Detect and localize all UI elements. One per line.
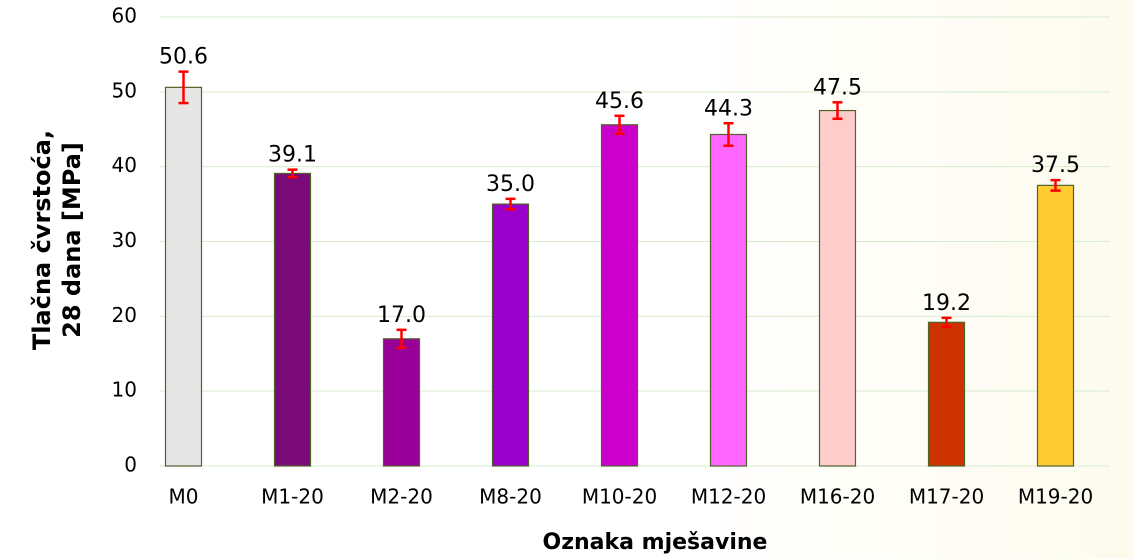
bar <box>600 124 639 467</box>
error-bar <box>178 70 189 105</box>
error-bar <box>614 114 625 135</box>
x-tick-label: M10-20 <box>582 485 657 509</box>
error-bar <box>941 316 952 329</box>
y-tick-label: 40 <box>112 153 137 177</box>
y-tick-label: 30 <box>112 228 137 252</box>
bar <box>164 86 203 467</box>
bar <box>1036 184 1075 467</box>
data-label: 39.1 <box>268 143 317 168</box>
y-tick-label: 50 <box>112 78 137 102</box>
error-bar <box>287 168 298 179</box>
x-tick-label: M17-20 <box>909 485 984 509</box>
x-axis-title: Oznaka mješavine <box>543 530 768 555</box>
error-bar <box>505 197 516 211</box>
x-tick-label: M8-20 <box>479 485 542 509</box>
y-tick-label: 60 <box>112 4 137 28</box>
bar <box>927 321 966 467</box>
y-axis-title: Tlačna čvrstoća, <box>28 130 56 350</box>
data-label: 17.0 <box>377 303 426 328</box>
x-tick-label: M19-20 <box>1018 485 1093 509</box>
error-bar <box>396 328 407 350</box>
x-tick-label: M1-20 <box>261 485 324 509</box>
y-tick-label: 0 <box>124 453 137 477</box>
data-label: 47.5 <box>813 75 862 100</box>
data-label: 45.6 <box>595 89 644 114</box>
x-tick-label: M16-20 <box>800 485 875 509</box>
data-label: 35.0 <box>486 172 535 197</box>
bar <box>818 109 857 467</box>
bar <box>382 338 421 467</box>
y-tick-label: 20 <box>112 303 137 327</box>
error-bar <box>1050 178 1061 192</box>
error-bar <box>723 122 734 147</box>
bar <box>491 203 530 467</box>
bar <box>273 172 312 467</box>
data-label: 37.5 <box>1031 153 1080 178</box>
data-label: 44.3 <box>704 96 753 121</box>
y-axis-title: 28 dana [MPa] <box>58 142 86 338</box>
x-tick-label: M2-20 <box>370 485 433 509</box>
x-tick-label: M0 <box>169 485 199 509</box>
x-tick-label: M12-20 <box>691 485 766 509</box>
error-bar <box>832 101 843 121</box>
data-label: 19.2 <box>922 291 971 316</box>
bar <box>709 133 748 467</box>
y-tick-label: 10 <box>112 378 137 402</box>
data-label: 50.6 <box>159 45 208 70</box>
